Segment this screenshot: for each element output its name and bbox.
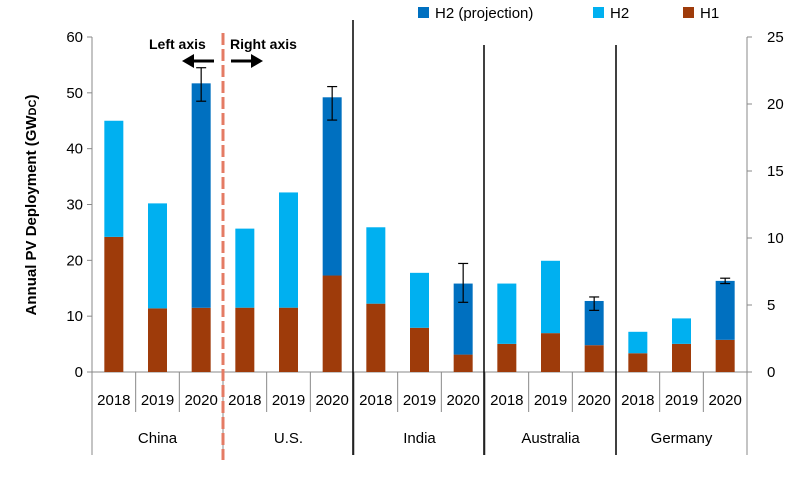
bar-h2 xyxy=(541,260,560,334)
year-label: 2019 xyxy=(403,392,436,409)
y-axis-title-close: ) xyxy=(23,95,40,100)
legend-swatch xyxy=(593,7,604,18)
year-label: 2018 xyxy=(490,392,523,409)
year-label: 2020 xyxy=(577,392,610,409)
year-labels: 2018 2019 2020 2018 2019 2020 2018 2019 2020 2018… xyxy=(97,392,742,409)
y-axis-title-sub: DC xyxy=(27,99,39,115)
legend-label: H2 (projection) xyxy=(435,5,533,22)
year-label: 2019 xyxy=(665,392,698,409)
bar-h1 xyxy=(541,333,560,372)
year-label: 2018 xyxy=(359,392,392,409)
bar-h1 xyxy=(148,308,167,372)
left-axis-annotation: Left axis xyxy=(149,36,206,52)
country-label: China xyxy=(138,430,178,447)
bar-h2 xyxy=(672,318,691,344)
y-axis-title-main: Annual PV Deployment (GW xyxy=(23,115,40,316)
bar-h1 xyxy=(628,353,648,372)
bar-h2 xyxy=(279,192,298,308)
bar-h2 xyxy=(104,120,124,237)
bar-h2 xyxy=(410,272,429,328)
bar-h2 xyxy=(366,227,386,304)
right-axis-ticks: 0 5 10 15 20 25 xyxy=(747,29,784,381)
legend-label: H1 xyxy=(700,5,719,22)
bar-h1 xyxy=(191,307,211,372)
legend: H2 (projection) H2 H1 xyxy=(418,5,719,22)
right-tick-label: 10 xyxy=(767,230,784,247)
bar-h2-projection xyxy=(453,283,473,355)
year-label: 2020 xyxy=(315,392,348,409)
country-label: India xyxy=(403,430,436,447)
year-label: 2019 xyxy=(534,392,567,409)
year-label: 2020 xyxy=(708,392,741,409)
bar-h1 xyxy=(104,236,124,372)
year-label: 2019 xyxy=(272,392,305,409)
bar-h2-projection xyxy=(584,300,604,346)
country-labels: China U.S. India Australia Germany xyxy=(138,430,713,447)
legend-swatch xyxy=(683,7,694,18)
legend-label: H2 xyxy=(610,5,629,22)
right-axis-annotation: Right axis xyxy=(230,36,297,52)
left-tick-label: 50 xyxy=(66,85,83,102)
left-tick-label: 30 xyxy=(66,197,83,214)
left-tick-label: 40 xyxy=(66,141,83,158)
bar-h1 xyxy=(715,339,735,372)
bar-h2 xyxy=(497,283,517,344)
left-axis-ticks: 0 10 20 30 40 50 60 xyxy=(66,29,92,381)
year-label: 2020 xyxy=(184,392,217,409)
right-tick-label: 20 xyxy=(767,96,784,113)
right-tick-label: 5 xyxy=(767,297,775,314)
year-label: 2019 xyxy=(141,392,174,409)
left-tick-label: 60 xyxy=(66,29,83,46)
right-tick-label: 25 xyxy=(767,29,784,46)
bar-h2-projection xyxy=(322,97,342,276)
left-tick-label: 0 xyxy=(75,364,83,381)
left-arrow xyxy=(182,54,214,68)
bar-h1 xyxy=(322,275,342,372)
error-bars xyxy=(196,67,731,311)
bars xyxy=(104,83,735,372)
right-tick-label: 0 xyxy=(767,364,775,381)
bar-h2 xyxy=(628,331,648,354)
bar-h1 xyxy=(410,327,429,372)
legend-swatch xyxy=(418,7,429,18)
bar-h1 xyxy=(672,343,691,372)
bar-h2-projection xyxy=(191,83,211,308)
bar-h2 xyxy=(148,203,167,309)
country-label: Australia xyxy=(521,430,580,447)
country-label: Germany xyxy=(651,430,713,447)
bar-h1 xyxy=(279,307,298,372)
right-tick-label: 15 xyxy=(767,163,784,180)
bar-h1 xyxy=(497,343,517,372)
year-label: 2018 xyxy=(228,392,261,409)
bar-h1 xyxy=(366,303,386,372)
bar-h1 xyxy=(584,345,604,372)
bar-h1 xyxy=(453,354,473,372)
year-label: 2018 xyxy=(97,392,130,409)
y-axis-title: Annual PV Deployment (GWDC) xyxy=(23,95,40,316)
year-label: 2018 xyxy=(621,392,654,409)
left-tick-label: 10 xyxy=(66,308,83,325)
country-label: U.S. xyxy=(274,430,303,447)
bar-h2-projection xyxy=(715,280,735,340)
left-tick-label: 20 xyxy=(66,252,83,269)
right-arrow xyxy=(231,54,263,68)
year-label: 2020 xyxy=(446,392,479,409)
bar-h2 xyxy=(235,228,255,308)
bar-h1 xyxy=(235,307,255,372)
